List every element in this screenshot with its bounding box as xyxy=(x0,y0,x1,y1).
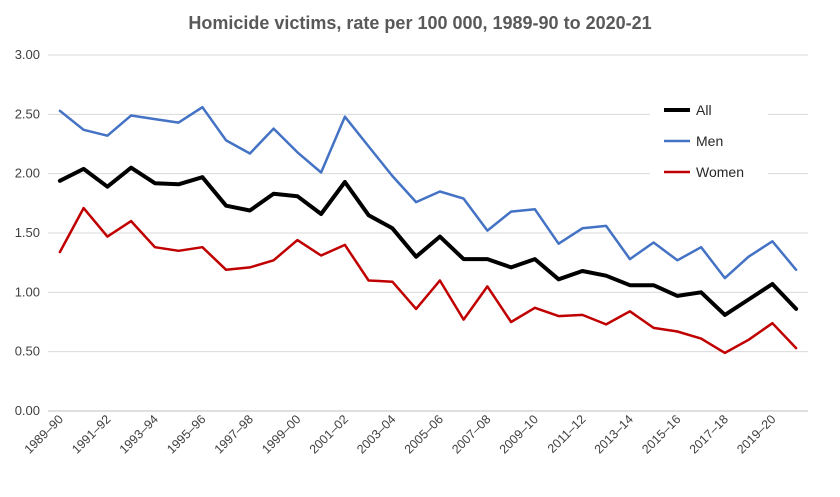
x-tick-label: 2001–02 xyxy=(307,412,351,456)
y-tick-label: 1.50 xyxy=(15,225,40,240)
x-tick-label: 2007–08 xyxy=(449,412,493,456)
x-axis-ticks: 1989–90 1991–92 1993–94 1995–96 1997–98 1999–… xyxy=(22,412,779,456)
series-line-all xyxy=(57,165,799,317)
y-tick-label: 1.00 xyxy=(15,284,40,299)
x-tick-label: 1995–96 xyxy=(164,412,208,456)
grid xyxy=(48,54,808,412)
y-axis-ticks: 0.00 0.50 1.00 1.50 2.00 2.50 3.00 xyxy=(15,47,40,418)
x-tick-label: 1999–00 xyxy=(259,412,303,456)
x-tick-label: 2017–18 xyxy=(687,412,731,456)
legend: All Men Women xyxy=(650,95,768,193)
legend-label-men: Men xyxy=(696,133,723,149)
x-tick-label: 1993–94 xyxy=(117,412,161,456)
x-tick-label: 2013–14 xyxy=(592,412,636,456)
y-tick-label: 0.50 xyxy=(15,344,40,359)
series-line-women xyxy=(58,206,798,355)
x-tick-label: 2015–16 xyxy=(639,412,683,456)
legend-label-women: Women xyxy=(696,164,744,180)
y-tick-label: 3.00 xyxy=(15,47,40,62)
chart-title: Homicide victims, rate per 100 000, 1989… xyxy=(188,13,651,33)
legend-label-all: All xyxy=(696,102,712,118)
y-tick-label: 0.00 xyxy=(15,403,40,418)
y-tick-label: 2.50 xyxy=(15,106,40,121)
x-tick-label: 1991–92 xyxy=(69,412,113,456)
series-lines xyxy=(57,105,799,355)
x-tick-label: 2005–06 xyxy=(402,412,446,456)
y-tick-label: 2.00 xyxy=(15,166,40,181)
x-tick-label: 2019–20 xyxy=(734,412,778,456)
x-tick-label: 1997–98 xyxy=(212,412,256,456)
series-line-men xyxy=(58,105,798,280)
x-tick-label: 1989–90 xyxy=(22,412,66,456)
x-tick-label: 2003–04 xyxy=(354,412,398,456)
x-tick-label: 2011–12 xyxy=(545,412,589,456)
x-tick-label: 2009–10 xyxy=(497,412,541,456)
